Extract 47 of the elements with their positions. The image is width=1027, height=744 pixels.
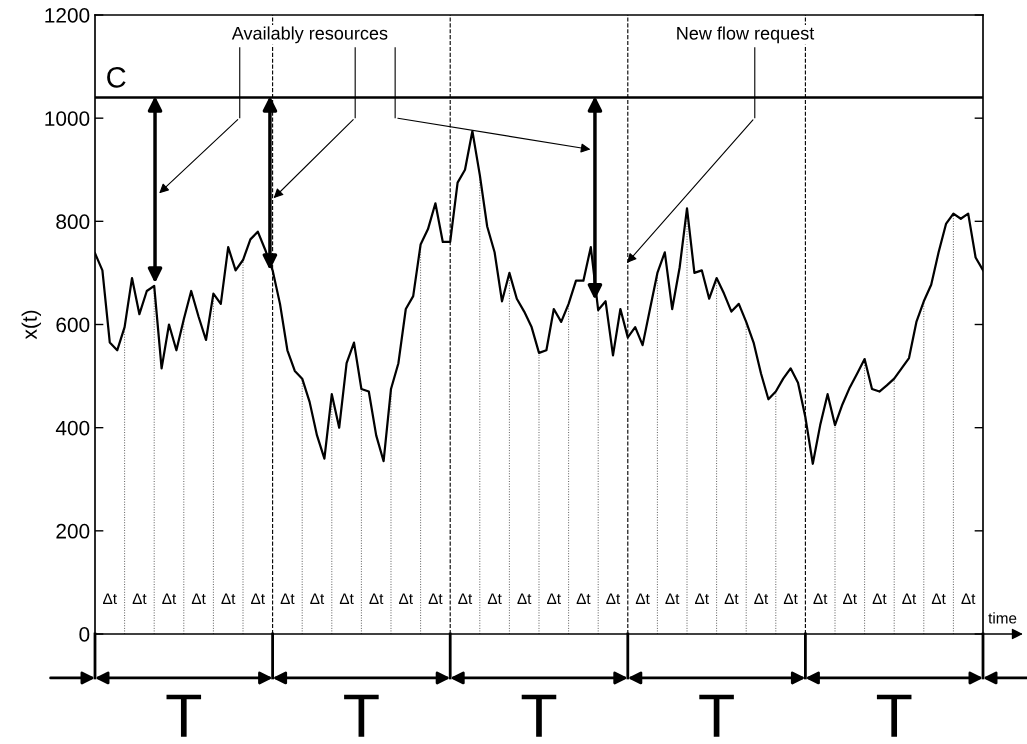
y-tick-label: 0 <box>79 627 90 642</box>
y-tick-label: 400 <box>55 420 90 436</box>
annotation: Δt <box>399 593 413 605</box>
text: T <box>166 694 202 737</box>
y-tick-label: 600 <box>56 317 90 333</box>
annotation: Δt <box>783 593 798 605</box>
annotation: Δt <box>902 593 917 605</box>
annotation: Δt <box>251 593 265 605</box>
annotation: Δt <box>339 593 354 605</box>
annotation: Δt <box>280 593 295 605</box>
text: T <box>521 694 557 737</box>
annotation: Δt <box>665 593 680 605</box>
annotation: New flow request <box>677 26 815 44</box>
annotation: Δt <box>221 593 236 605</box>
annotation: Δt <box>576 593 591 605</box>
y-tick-label: 200 <box>56 523 90 539</box>
ref-line-label: C <box>107 66 126 88</box>
annotation: Δt <box>458 593 473 605</box>
text: T <box>344 694 379 737</box>
annotation: Δt <box>162 593 177 605</box>
annotation: Δt <box>487 593 502 605</box>
annotation: Δt <box>547 593 561 605</box>
y-axis-title: x(t) <box>21 310 42 340</box>
annotation: Availably resources <box>231 26 388 44</box>
annotation: Δt <box>724 593 739 605</box>
annotation: Δt <box>103 593 117 605</box>
annotation: Δt <box>132 593 147 605</box>
text: T <box>876 694 912 737</box>
y-tick-label: 1000 <box>45 111 90 126</box>
annotation: Δt <box>369 593 384 605</box>
annotation: Δt <box>635 593 650 605</box>
annotation: Δt <box>813 593 828 605</box>
annotation: Δt <box>843 593 857 605</box>
annotation: Δt <box>754 593 769 605</box>
annotation: Δt <box>310 593 325 605</box>
annotation: Δt <box>931 593 946 605</box>
y-tick-label: 1200 <box>45 8 90 23</box>
x-axis-title: time <box>988 612 1017 624</box>
annotation: Δt <box>517 593 532 605</box>
annotation: Δt <box>191 593 206 605</box>
y-tick-label: 800 <box>56 214 90 230</box>
annotation: Δt <box>695 593 709 605</box>
annotation: Δt <box>428 593 443 605</box>
text: T <box>699 694 734 737</box>
annotation: Δt <box>606 593 621 605</box>
annotation: Δt <box>961 593 976 605</box>
annotation: Δt <box>872 593 887 605</box>
